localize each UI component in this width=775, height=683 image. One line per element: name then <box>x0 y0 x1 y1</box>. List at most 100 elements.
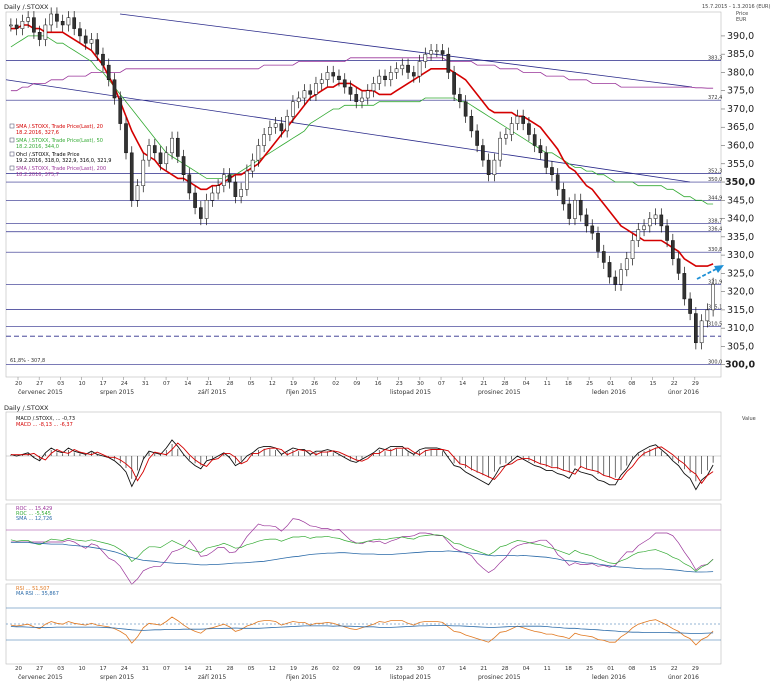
x-tick-label: 16 <box>375 381 382 387</box>
x-tick-label: 30 <box>417 381 424 387</box>
candle-body <box>417 61 422 77</box>
candle-body <box>527 123 531 135</box>
candle-body <box>331 72 336 77</box>
candle-body <box>314 83 318 95</box>
bottom-month-label: prosinec 2015 <box>478 674 521 681</box>
roc-legend: ROC ... 15,429 <box>16 506 52 512</box>
legend: SMA /.STOXX, Trade Price(Last), 2018.2.2… <box>9 123 111 178</box>
rsi-legend: RSI ... 51,507 <box>16 586 50 592</box>
bottom-month-label: říjen 2015 <box>286 674 317 681</box>
y-tick-label: 330,0 <box>727 250 754 261</box>
legend-entry: SMA /.STOXX, Trade Price(Last), 20 <box>16 124 103 130</box>
candle-body <box>498 137 502 161</box>
candle-body <box>360 97 364 102</box>
y-tick-label: 355,0 <box>727 159 754 170</box>
candle-body <box>256 145 261 161</box>
candle-body <box>262 134 266 146</box>
currency-label: EUR <box>736 17 747 23</box>
price-axis[interactable]: 300,0 305,0 310,0 315,0 320,0 325,0 330,0 335,0… <box>721 31 755 371</box>
candle-body <box>95 39 100 55</box>
candle-body <box>216 185 220 194</box>
legend-entry: SMA /.STOXX, Trade Price(Last), 200 <box>16 166 106 172</box>
y-tick-label: 375,0 <box>727 86 754 97</box>
price-label: Price <box>736 11 748 17</box>
macd-legend: MACD /.STOXX, ... -0,73 <box>16 416 75 422</box>
candle-body <box>659 214 664 227</box>
candle-body <box>371 83 376 91</box>
bottom-tick-label: 17 <box>100 666 107 672</box>
candle-body <box>245 170 249 190</box>
macd-line <box>10 439 714 491</box>
bottom-tick-label: 14 <box>184 666 191 672</box>
candle-body <box>72 17 77 29</box>
candle-body <box>475 130 479 146</box>
x-tick-label: 28 <box>227 381 234 387</box>
candle-body <box>20 21 25 29</box>
chart-title: Daily /.STOXX <box>4 3 49 11</box>
x-tick-label: 14 <box>459 381 466 387</box>
candle-body <box>273 123 278 128</box>
value-label: Value <box>742 416 756 422</box>
legend-entry: SMA /.STOXX, Trade Price(Last), 50 <box>16 138 103 144</box>
candle-body <box>83 35 88 44</box>
bottom-month-label: leden 2016 <box>592 674 626 681</box>
bottom-tick-label: 08 <box>628 666 635 672</box>
rsi-line <box>10 616 714 646</box>
level-label: 352,3 <box>708 169 722 175</box>
candle-body <box>538 145 543 154</box>
y-tick-label: 315,0 <box>727 305 754 316</box>
bottom-tick-label: 27 <box>36 666 43 672</box>
x-tick-label: 07 <box>163 381 170 387</box>
candle-body <box>101 53 105 66</box>
bottom-tick-label: 14 <box>459 666 466 672</box>
y-tick-label: 365,0 <box>727 122 754 133</box>
candle-body <box>279 123 284 132</box>
candle-body <box>118 97 123 124</box>
level-label: 321,9 <box>708 280 722 286</box>
candle-body <box>193 192 197 208</box>
candle-body <box>55 13 59 22</box>
bottom-tick-label: 07 <box>438 666 445 672</box>
candle-body <box>49 13 54 26</box>
rsi-ma-line <box>10 625 714 634</box>
candle-body <box>607 262 612 278</box>
candle-body <box>601 251 606 263</box>
y-tick-label: 320,0 <box>727 287 754 298</box>
candle-body <box>348 86 353 95</box>
x-tick-label: 20 <box>15 381 22 387</box>
date-axis[interactable]: 20 27 03 10 17 24 31 07 14 21 28 05 12 19 26 02 09 16 23 30… <box>15 377 699 396</box>
bottom-date-axis[interactable]: 20 27 03 10 17 24 31 07 14 21 28 05 12 19 26 02 09 16 23 30… <box>15 666 699 681</box>
candle-body <box>486 159 491 175</box>
candle-body <box>66 17 71 26</box>
candle-body <box>227 174 232 183</box>
candle-body <box>43 24 48 40</box>
candle-body <box>9 24 13 27</box>
month-label: leden 2016 <box>592 389 626 396</box>
candle-body <box>440 50 445 55</box>
y-tick-label: 300,0 <box>725 360 755 371</box>
candle-body <box>584 214 589 227</box>
month-label: říjen 2015 <box>286 389 317 396</box>
y-tick-label: 335,0 <box>727 232 754 243</box>
level-label: 315,1 <box>708 305 722 311</box>
bottom-tick-label: 12 <box>269 666 276 672</box>
bottom-tick-label: 01 <box>607 666 614 672</box>
x-tick-label: 12 <box>269 381 276 387</box>
candle-body <box>210 192 215 201</box>
candle-body <box>509 123 514 135</box>
y-tick-label: 390,0 <box>727 31 754 42</box>
candle-body <box>129 152 134 201</box>
roc-legend: ROC ... -5,545 <box>16 511 51 517</box>
candle-body <box>175 137 180 157</box>
candle-body <box>181 156 186 175</box>
candle-body <box>642 225 646 230</box>
candle-body <box>504 134 508 139</box>
candle-body <box>711 284 715 311</box>
x-tick-label: 24 <box>121 381 128 387</box>
sma20-line <box>10 24 714 267</box>
bottom-tick-label: 02 <box>332 666 339 672</box>
bottom-tick-label: 19 <box>290 666 297 672</box>
macd-legend: MACD ... -8,13 ... -6,37 <box>16 422 73 428</box>
